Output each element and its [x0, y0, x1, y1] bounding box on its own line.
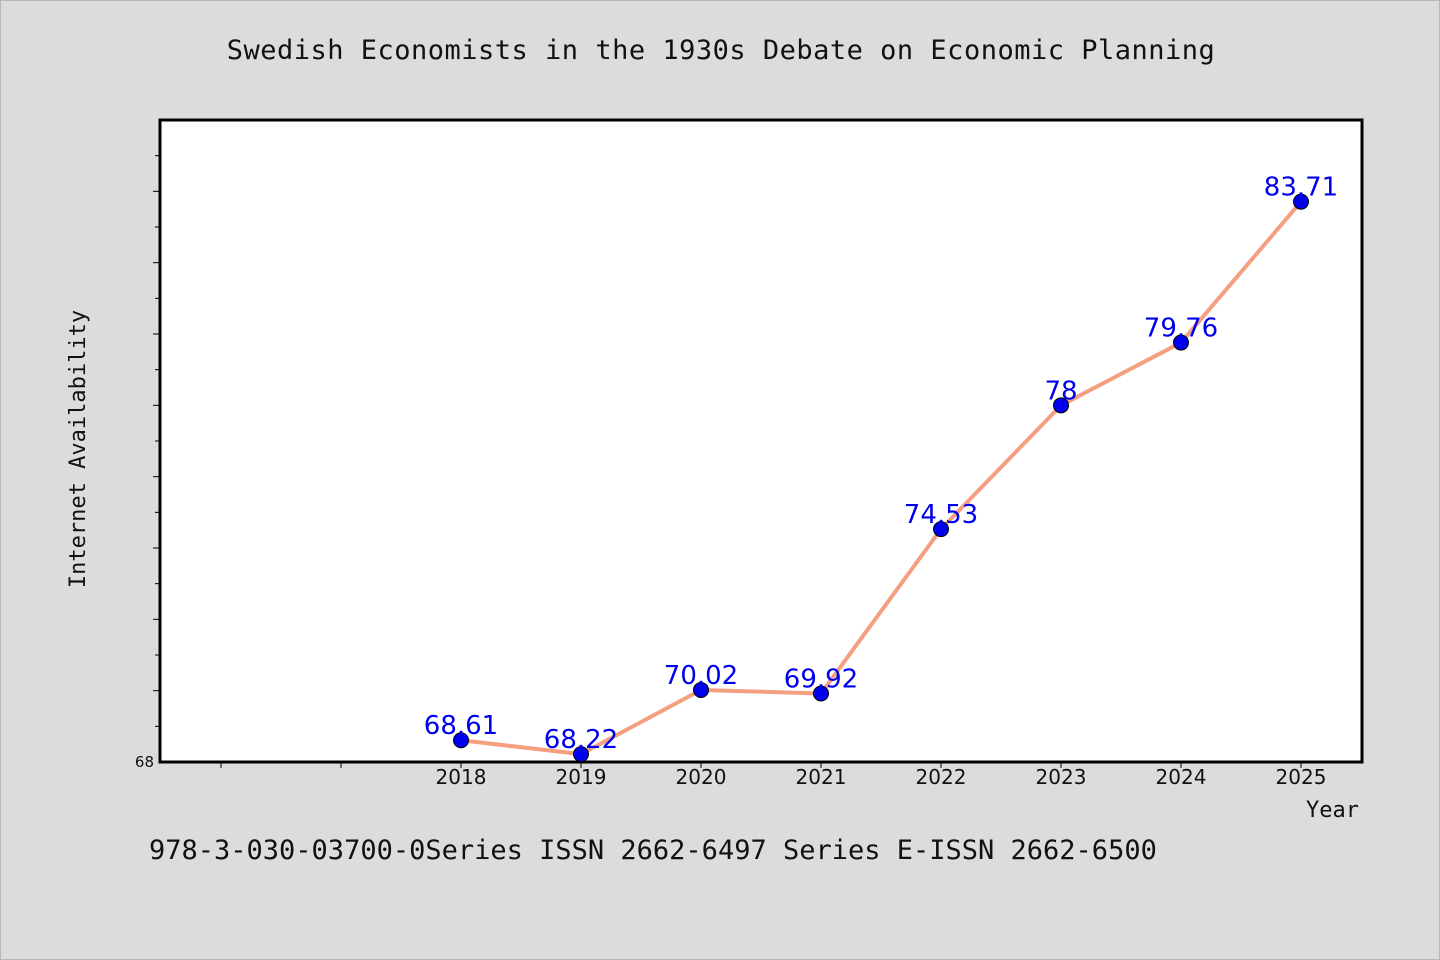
data-label: 68.61 — [424, 711, 498, 741]
data-label: 69.92 — [784, 665, 858, 695]
series-layer: 68.61 68.22 70.02 69.92 74.53 78 79.76 83.71 — [424, 173, 1338, 763]
isbn-footnote: 978-3-030-03700-0Series ISSN 2662-6497 S… — [149, 835, 1157, 866]
chart-title: Swedish Economists in the 1930s Debate o… — [226, 35, 1216, 66]
data-point — [1293, 193, 1309, 210]
data-point — [813, 685, 829, 702]
plot-area — [158, 118, 1364, 764]
y-axis-label: Internet Availability — [66, 310, 91, 588]
x-axis-label: Year — [1306, 798, 1359, 823]
data-point — [453, 732, 469, 749]
x-tick-label: 2023 — [1036, 765, 1087, 789]
data-label: 74.53 — [904, 500, 978, 530]
x-tick-label: 2025 — [1276, 765, 1327, 789]
data-label: 83.71 — [1264, 173, 1338, 203]
data-point — [1053, 397, 1069, 414]
data-point — [1173, 334, 1189, 351]
data-point — [933, 521, 949, 538]
x-tick-label: 2024 — [1156, 765, 1207, 789]
x-axis-ticks: 2018 2019 2020 2021 2022 2023 2024 2025 — [220, 762, 1327, 789]
y-tick-label: 68 — [135, 753, 154, 771]
x-tick-label: 2022 — [916, 765, 967, 789]
data-label: 78 — [1044, 376, 1077, 406]
x-tick-label: 2019 — [556, 765, 607, 789]
data-label: 79.76 — [1144, 314, 1218, 344]
x-tick-label: 2018 — [436, 765, 487, 789]
series-line — [459, 199, 1303, 757]
data-point — [693, 681, 709, 698]
y-axis-ticks: 68 — [135, 155, 160, 771]
data-label: 68.22 — [544, 725, 618, 755]
x-tick-label: 2020 — [676, 765, 727, 789]
data-label: 70.02 — [664, 661, 738, 691]
x-tick-label: 2021 — [796, 765, 847, 789]
data-point — [573, 746, 589, 763]
